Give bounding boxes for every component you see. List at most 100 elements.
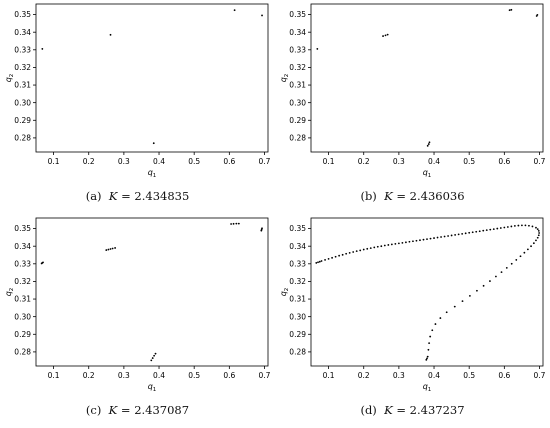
data-point bbox=[461, 300, 464, 303]
y-tick-label: 0.35 bbox=[14, 224, 31, 233]
y-tick-label: 0.31 bbox=[14, 295, 31, 304]
x-tick-label: 0.1 bbox=[48, 157, 60, 166]
data-point bbox=[537, 234, 540, 237]
x-tick-label: 0.5 bbox=[463, 157, 475, 166]
data-point bbox=[359, 249, 362, 252]
y-tick-label: 0.29 bbox=[14, 116, 31, 125]
data-point bbox=[345, 252, 348, 255]
data-point bbox=[485, 229, 488, 232]
plot-frame bbox=[35, 217, 269, 367]
caption-c: (c) K = 2.437087 bbox=[85, 403, 190, 417]
x-axis-label: q1 bbox=[148, 168, 157, 179]
data-point bbox=[464, 232, 467, 235]
y-tick-label: 0.28 bbox=[14, 348, 31, 357]
x-tick-label: 0.6 bbox=[498, 371, 510, 380]
data-point bbox=[42, 261, 44, 264]
data-point bbox=[436, 236, 439, 239]
y-tick-label: 0.28 bbox=[289, 134, 306, 143]
data-point bbox=[355, 250, 358, 253]
data-point bbox=[261, 227, 263, 230]
subplot-a: 0.1 0.2 0.3 0.4 0.5 0.6 0.7 0.28 0.29 0.30 0.31 0.3… bbox=[0, 0, 275, 214]
y-tick-label: 0.31 bbox=[289, 81, 306, 90]
data-point bbox=[315, 262, 318, 264]
data-point bbox=[499, 227, 502, 229]
x-tick-label: 0.4 bbox=[153, 157, 165, 166]
y-tick-label: 0.30 bbox=[289, 98, 306, 107]
x-axis-label: q1 bbox=[423, 382, 432, 393]
data-point bbox=[510, 225, 513, 228]
data-point bbox=[384, 34, 387, 37]
data-point bbox=[151, 357, 154, 359]
data-point bbox=[482, 284, 485, 287]
data-point bbox=[232, 222, 235, 225]
data-point bbox=[537, 229, 540, 232]
data-point bbox=[443, 235, 446, 238]
data-point bbox=[531, 225, 534, 228]
data-point bbox=[461, 232, 464, 235]
data-point bbox=[523, 251, 526, 254]
caption-d: (d) K = 2.437237 bbox=[360, 403, 465, 417]
y-tick-label: 0.28 bbox=[14, 134, 31, 143]
data-point bbox=[510, 8, 513, 11]
x-tick-label: 0.1 bbox=[323, 157, 335, 166]
data-point bbox=[447, 235, 449, 237]
data-point bbox=[478, 230, 481, 233]
data-point bbox=[154, 352, 157, 355]
y-tick-label: 0.34 bbox=[289, 28, 306, 37]
data-point bbox=[526, 248, 529, 251]
data-point bbox=[317, 261, 319, 264]
x-tick-label: 0.2 bbox=[83, 371, 95, 380]
data-point bbox=[369, 247, 372, 250]
data-point bbox=[348, 251, 351, 254]
data-point bbox=[230, 223, 232, 225]
data-point bbox=[471, 231, 474, 234]
data-point bbox=[492, 228, 495, 230]
data-point bbox=[376, 245, 379, 248]
data-point bbox=[428, 141, 431, 144]
data-point bbox=[427, 143, 430, 145]
y-tick-label: 0.30 bbox=[14, 312, 31, 321]
y-tick-label: 0.34 bbox=[14, 242, 31, 251]
y-axis-label: q2 bbox=[4, 288, 15, 297]
y-tick-label: 0.29 bbox=[289, 116, 306, 125]
y-tick-label: 0.31 bbox=[289, 295, 306, 304]
y-tick-label: 0.33 bbox=[14, 259, 31, 268]
x-tick-label: 0.6 bbox=[223, 371, 235, 380]
x-tick-label: 0.4 bbox=[428, 157, 440, 166]
data-point bbox=[426, 238, 428, 241]
data-point bbox=[233, 9, 236, 12]
data-point bbox=[109, 248, 112, 250]
x-tick-label: 0.5 bbox=[188, 371, 200, 380]
x-tick-label: 0.6 bbox=[498, 157, 510, 166]
data-point bbox=[536, 228, 539, 230]
data-point bbox=[334, 255, 337, 258]
data-point bbox=[519, 255, 522, 258]
x-tick-label: 0.3 bbox=[393, 157, 405, 166]
data-point bbox=[366, 247, 369, 250]
y-tick-label: 0.30 bbox=[14, 98, 31, 107]
data-point bbox=[426, 357, 428, 360]
data-point bbox=[489, 228, 492, 231]
caption-b: (b) K = 2.436036 bbox=[360, 189, 465, 203]
y-tick-label: 0.30 bbox=[289, 312, 306, 321]
data-point bbox=[538, 232, 541, 234]
data-point bbox=[150, 359, 153, 362]
data-point bbox=[453, 305, 456, 308]
data-point bbox=[535, 226, 537, 229]
data-point bbox=[320, 260, 323, 262]
plot-frame bbox=[310, 3, 544, 153]
data-point bbox=[380, 245, 383, 248]
data-point bbox=[508, 9, 511, 12]
y-tick-label: 0.33 bbox=[14, 45, 31, 54]
data-point bbox=[408, 240, 411, 243]
x-tick-label: 0.3 bbox=[118, 371, 130, 380]
data-point bbox=[401, 241, 404, 244]
plot-frame bbox=[310, 217, 544, 367]
y-tick-label: 0.32 bbox=[14, 63, 31, 72]
plot-frame bbox=[35, 3, 269, 153]
scatter-plot-d: 0.1 0.2 0.3 0.4 0.5 0.6 0.7 0.28 0.29 0.30 0.31 0.3… bbox=[279, 217, 546, 393]
data-point bbox=[383, 244, 386, 247]
data-point bbox=[412, 240, 414, 243]
y-tick-label: 0.33 bbox=[289, 45, 306, 54]
y-tick-label: 0.34 bbox=[14, 28, 31, 37]
